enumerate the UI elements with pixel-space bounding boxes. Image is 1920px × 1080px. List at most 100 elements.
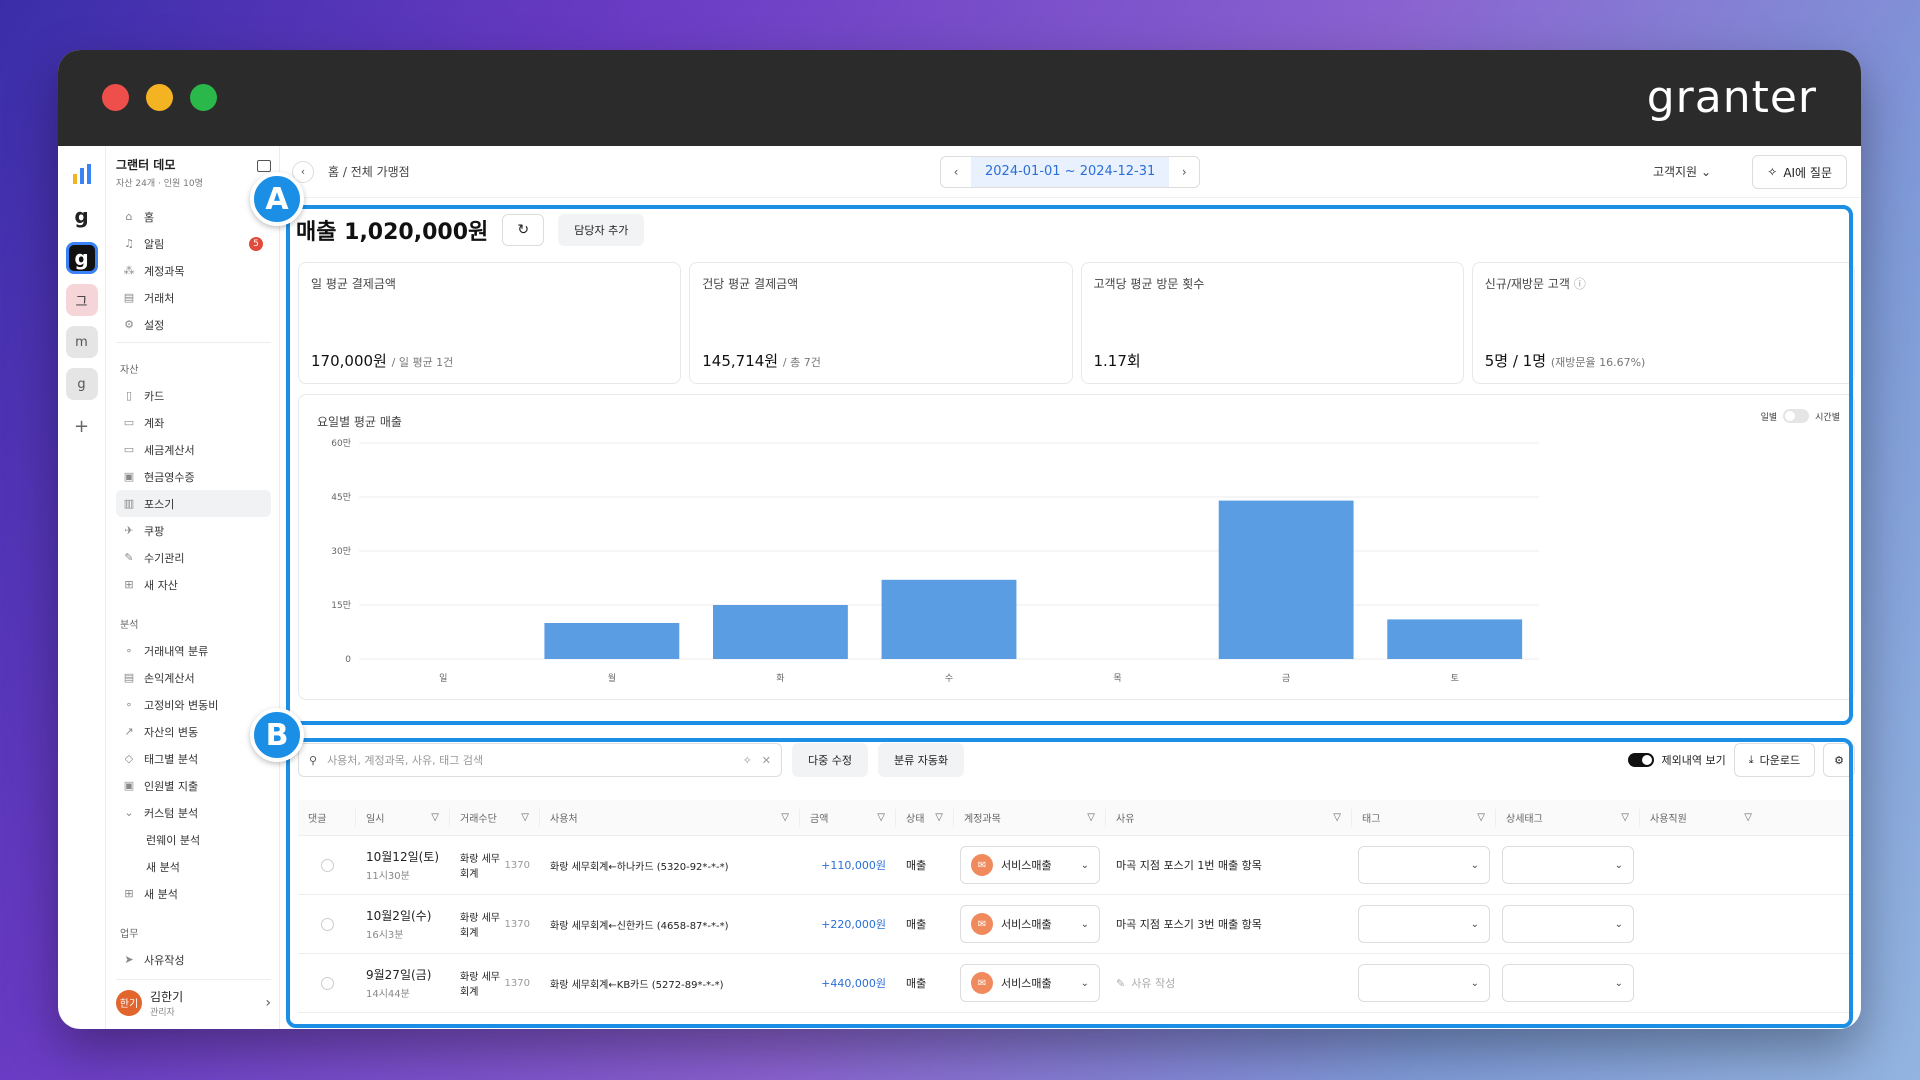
workspace-g-1[interactable]: g <box>74 204 89 228</box>
col-datetime[interactable]: 일시 ▽ <box>356 808 450 827</box>
detail-tag-select[interactable]: ⌄ <box>1502 846 1634 884</box>
table-row[interactable]: 9월27일(금) 14시44분 화랑 세무회계 1370 화랑 세무회계←KB카… <box>298 954 1855 1013</box>
chart-mode-toggle[interactable]: 일별 시간별 <box>1761 409 1840 423</box>
bar-3[interactable] <box>881 579 1017 659</box>
filter-icon[interactable]: ▽ <box>877 812 885 823</box>
download-button[interactable]: ⤓ 다운로드 <box>1733 743 1816 777</box>
add-manager-button[interactable]: 담당자 추가 <box>558 214 645 246</box>
filter-icon[interactable]: ▽ <box>935 812 943 823</box>
granter-app-icon[interactable] <box>65 158 98 190</box>
sidebar-item-accounts[interactable]: ⁂ 계정과목 <box>123 264 185 278</box>
row-checkbox[interactable] <box>320 917 334 931</box>
maximize-window-button[interactable] <box>190 84 217 111</box>
chart-mode-switch[interactable] <box>1783 409 1810 423</box>
filter-icon[interactable]: ▽ <box>781 812 789 823</box>
bar-1[interactable] <box>544 623 680 659</box>
col-employee[interactable]: 사용직원 ▽ <box>1650 812 1752 825</box>
row-reason[interactable]: ✎ 사유 작성 <box>1116 976 1176 991</box>
bar-5[interactable] <box>1218 500 1354 659</box>
col-method[interactable]: 거래수단 ▽ <box>450 808 540 827</box>
auto-classify-button[interactable]: 분류 자동화 <box>877 743 965 777</box>
filter-icon[interactable]: ▽ <box>1333 812 1341 823</box>
prev-period-button[interactable]: ‹ <box>953 165 959 179</box>
sidebar-item-card[interactable]: ▯ 카드 <box>116 382 271 409</box>
ai-search-icon[interactable]: ✧ <box>742 753 752 767</box>
search-input[interactable]: 사용처, 계정과목, 사유, 태그 검색 <box>327 754 484 767</box>
sidebar-item-custom-analysis[interactable]: ⌄ 커스텀 분석 <box>116 799 271 826</box>
filter-icon[interactable]: ▽ <box>1477 812 1485 823</box>
date-range-value[interactable]: 2024-01-01 ~ 2024-12-31 <box>971 157 1170 187</box>
sidebar-item-reason[interactable]: ➤ 사유작성 <box>116 946 271 973</box>
minimize-window-button[interactable] <box>146 84 173 111</box>
col-status[interactable]: 상태 ▽ <box>896 808 954 827</box>
workspace-m[interactable]: m <box>65 326 98 358</box>
sidebar-item-people-spend[interactable]: ▣ 인원별 지출 <box>123 779 199 793</box>
tag-select[interactable]: ⌄ <box>1358 905 1490 943</box>
detail-tag-select[interactable]: ⌄ <box>1502 905 1634 943</box>
tag-select[interactable]: ⌄ <box>1358 846 1490 884</box>
multi-edit-button[interactable]: 다중 수정 <box>792 743 868 777</box>
detail-tag-select[interactable]: ⌄ <box>1502 964 1634 1002</box>
col-comment[interactable]: 댓글 <box>298 808 356 827</box>
sidebar-item-new-analysis-sub[interactable]: 새 분석 <box>146 860 180 874</box>
ask-ai-button[interactable]: ✧ AI에 질문 <box>1752 155 1847 189</box>
row-checkbox[interactable] <box>320 858 334 872</box>
sidebar-item-runway[interactable]: 런웨이 분석 <box>146 833 201 847</box>
sidebar-item-manual[interactable]: ✎ 수기관리 <box>116 544 271 571</box>
date-range-picker[interactable]: ‹ 2024-01-01 ~ 2024-12-31 › <box>940 156 1201 188</box>
col-tag[interactable]: 태그 ▽ <box>1352 808 1496 827</box>
sidebar-item-asset-change[interactable]: ↗ 자산의 변동 <box>116 718 271 745</box>
sidebar-item-cash-receipt[interactable]: ▣ 현금영수증 <box>123 470 195 484</box>
sidebar-item-pos[interactable]: ▥ 포스기 <box>116 490 271 517</box>
add-workspace-button[interactable]: + <box>73 415 90 437</box>
clear-icon[interactable]: ✕ <box>761 753 771 767</box>
sidebar-item-partners[interactable]: ▤ 거래처 <box>123 291 175 305</box>
back-button[interactable]: ‹ <box>292 160 314 183</box>
row-checkbox[interactable] <box>320 976 334 990</box>
col-detail-tag[interactable]: 상세태그 ▽ <box>1496 808 1640 827</box>
workspace-geu[interactable]: 그 <box>65 284 98 316</box>
sidebar-item-fixed-variable[interactable]: ∘ 고정비와 변동비 <box>116 691 271 718</box>
table-row[interactable]: 10월12일(토) 11시30분 화랑 세무회계 1370 화랑 세무회계←하나… <box>298 836 1855 895</box>
sidebar-item-new-asset[interactable]: ⊞ 새 자산 <box>116 571 271 598</box>
row-reason[interactable]: ✎마곡 지점 포스기 3번 매출 항목 <box>1116 918 1262 931</box>
row-reason[interactable]: ✎마곡 지점 포스기 1번 매출 항목 <box>1116 859 1262 872</box>
workspace-g-2[interactable]: g <box>65 368 98 400</box>
show-excluded-toggle[interactable] <box>1627 753 1654 767</box>
info-icon[interactable]: ⓘ <box>1573 277 1586 291</box>
table-row[interactable]: 10월2일(수) 16시3분 화랑 세무회계 1370 화랑 세무회계←신한카드… <box>298 895 1855 954</box>
sidebar-item-new-analysis[interactable]: ⊞ 새 분석 <box>116 880 271 907</box>
bar-2[interactable] <box>713 605 848 659</box>
account-select[interactable]: ✉ 서비스매출 ⌄ <box>960 905 1100 943</box>
filter-icon[interactable]: ▽ <box>521 812 529 823</box>
refresh-button[interactable]: ↻ <box>502 214 545 246</box>
table-settings-button[interactable]: ⚙ <box>1823 743 1855 777</box>
support-menu[interactable]: 고객지원 ⌄ <box>1652 165 1711 179</box>
sidebar-item-account[interactable]: ▭ 계좌 <box>123 416 165 430</box>
filter-icon[interactable]: ▽ <box>431 812 439 823</box>
col-place[interactable]: 사용처 ▽ <box>540 808 800 827</box>
filter-icon[interactable]: ▽ <box>1744 812 1752 823</box>
filter-icon[interactable]: ▽ <box>1621 812 1629 823</box>
next-period-button[interactable]: › <box>1181 165 1187 179</box>
sidebar-item-classify[interactable]: ∘ 거래내역 분류 <box>116 637 271 664</box>
search-field[interactable]: ⚲ 사용처, 계정과목, 사유, 태그 검색 ✧ ✕ <box>298 743 782 777</box>
sidebar-item-alerts[interactable]: ♫ 알림 5 <box>116 230 271 257</box>
col-account[interactable]: 계정과목 ▽ <box>954 808 1106 827</box>
filter-icon[interactable]: ▽ <box>1087 812 1095 823</box>
col-reason[interactable]: 사유 ▽ <box>1106 808 1352 827</box>
sidebar-item-tax-invoice[interactable]: ▭ 세금계산서 <box>123 443 195 457</box>
account-select[interactable]: ✉ 서비스매출 ⌄ <box>960 846 1100 884</box>
sidebar-collapse-icon[interactable] <box>257 160 271 172</box>
close-window-button[interactable] <box>102 84 129 111</box>
tag-select[interactable]: ⌄ <box>1358 964 1490 1002</box>
bar-6[interactable] <box>1387 619 1523 659</box>
sidebar-item-settings[interactable]: ⚙ 설정 <box>116 311 271 338</box>
sidebar-item-coupang[interactable]: ✈ 쿠팡 <box>116 517 271 544</box>
sidebar-item-tag-analysis[interactable]: ◇ 태그별 분석 <box>116 745 271 772</box>
sidebar-item-income-statement[interactable]: ▤ 손익계산서 <box>123 671 195 685</box>
user-profile[interactable]: 한기 김한기 관리자 › <box>116 979 271 1019</box>
account-select[interactable]: ✉ 서비스매출 ⌄ <box>960 964 1100 1002</box>
col-amount[interactable]: 금액 ▽ <box>800 808 896 827</box>
workspace-g-selected[interactable]: g <box>65 242 98 274</box>
